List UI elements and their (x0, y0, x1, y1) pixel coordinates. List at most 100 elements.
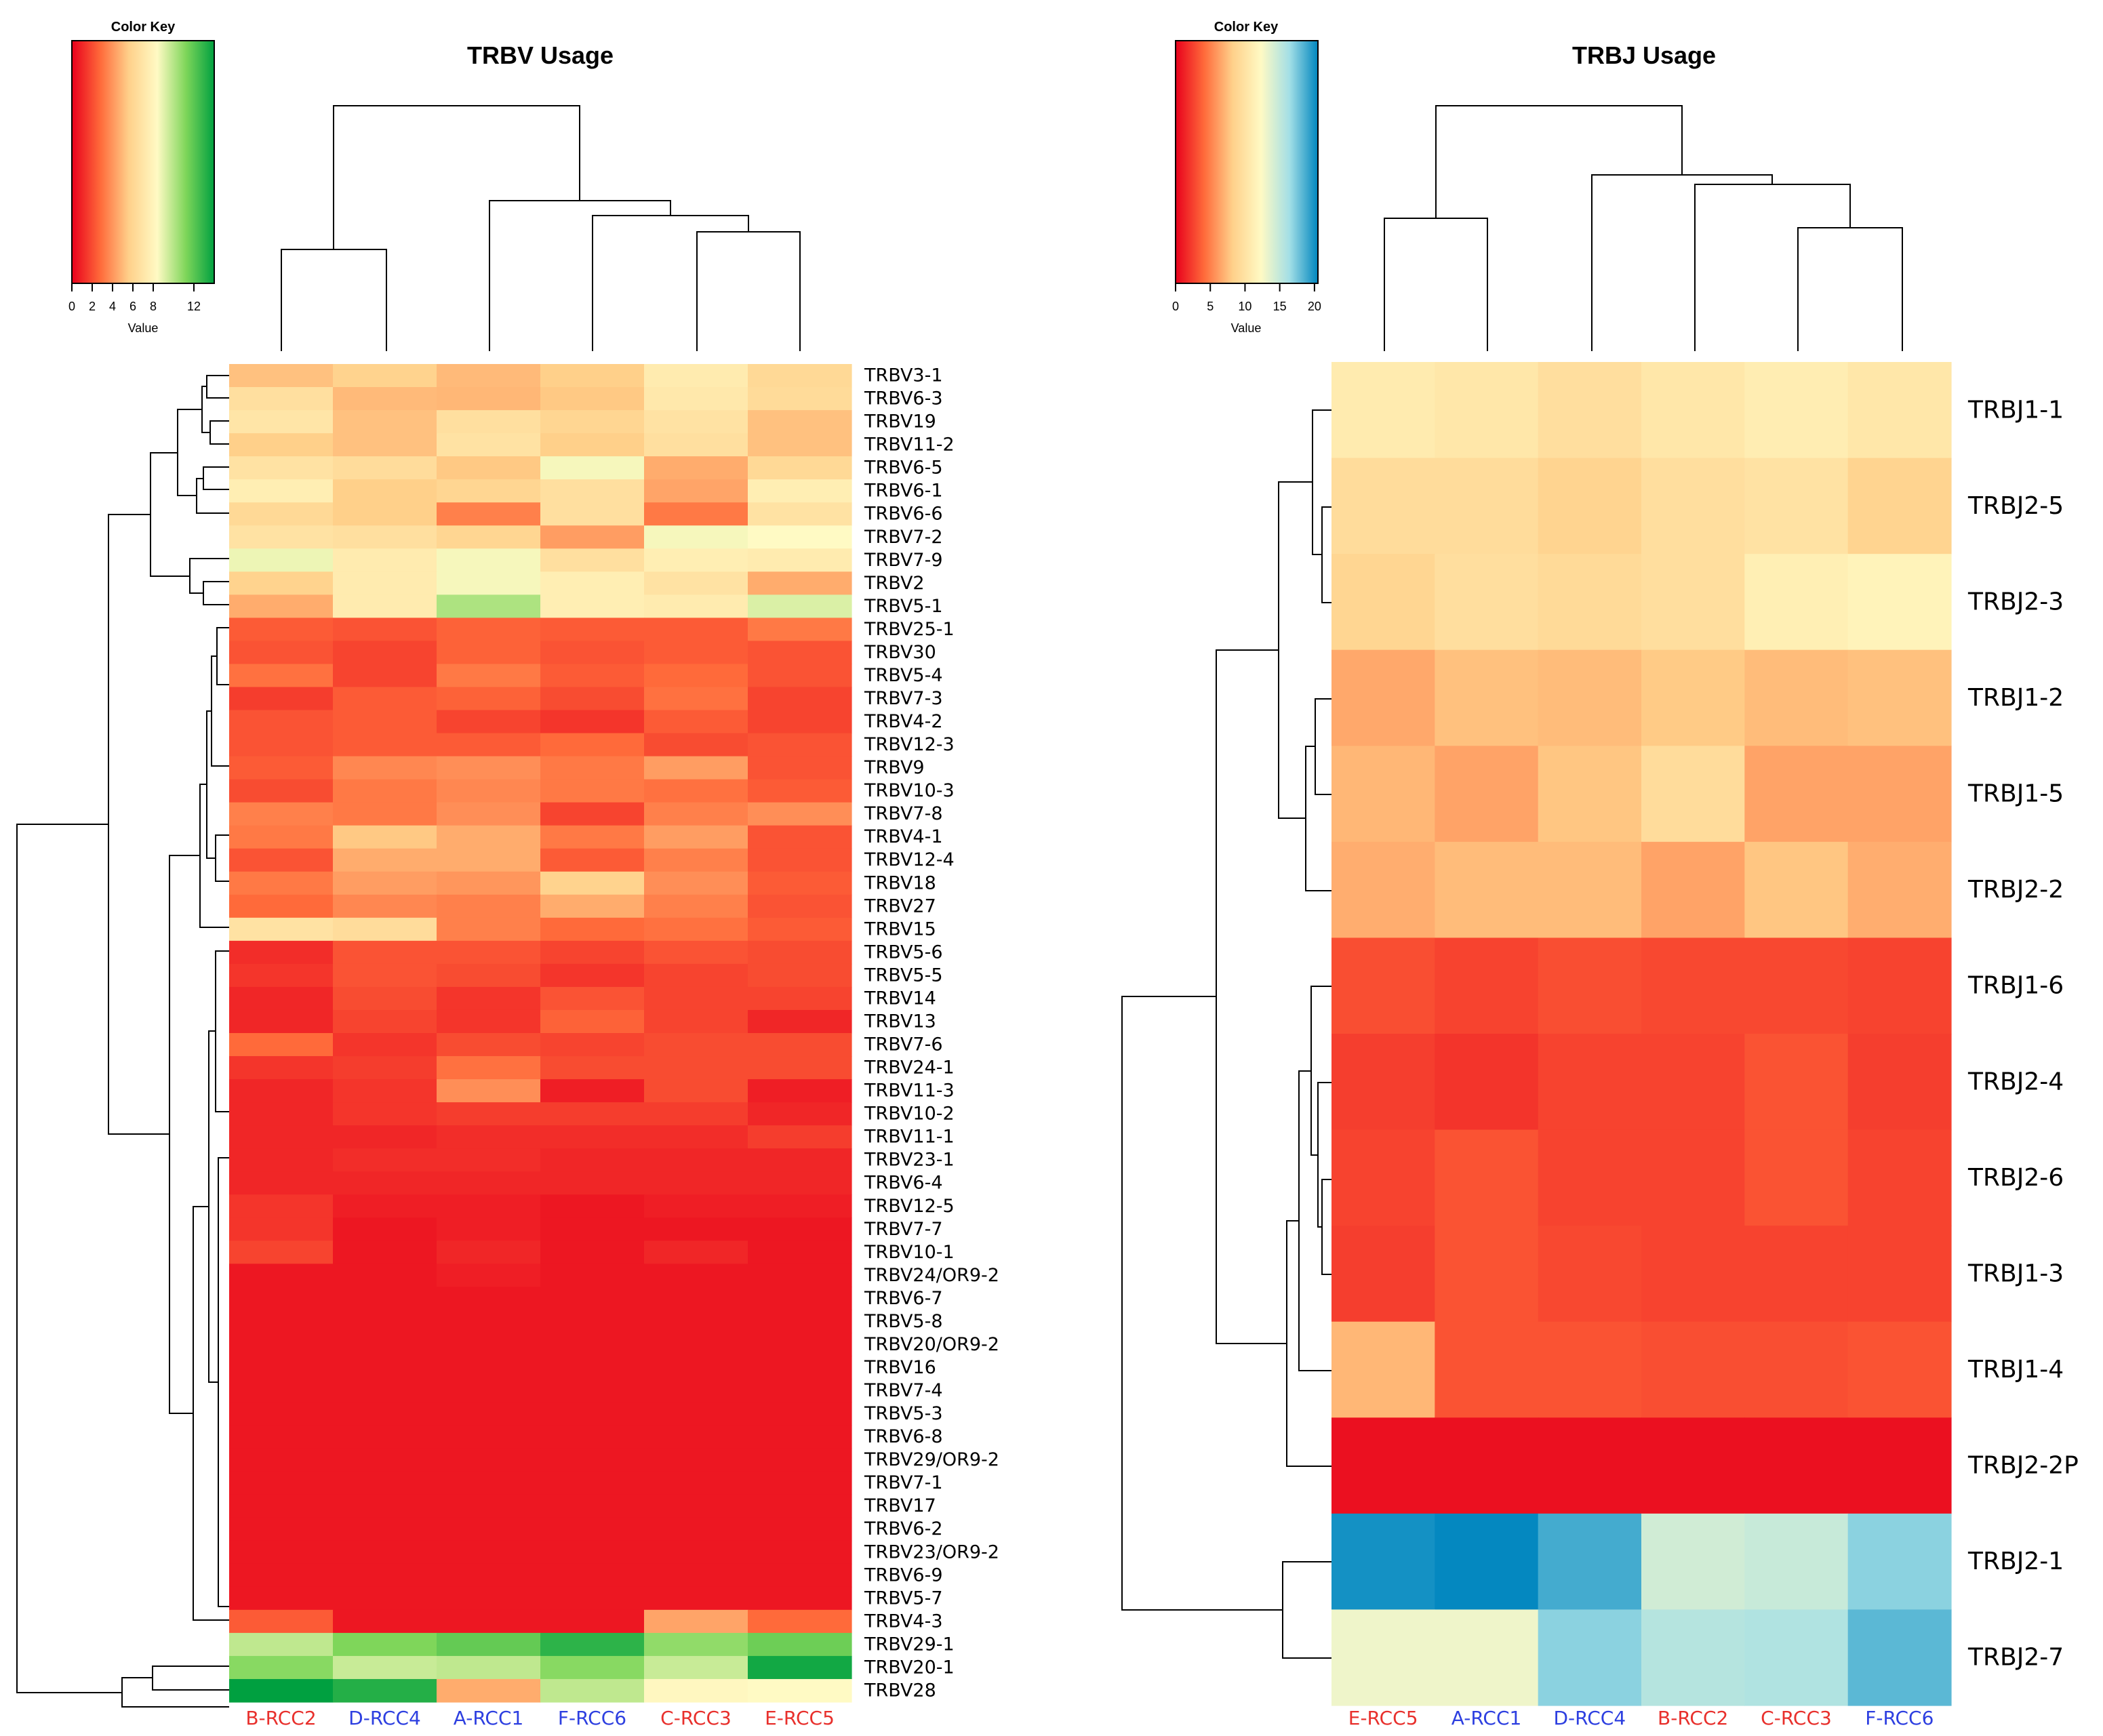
trbj-heatmap-cell (1331, 1513, 1435, 1611)
trbv-row-label: TRBV20/OR9-2 (864, 1334, 999, 1355)
trbv-heatmap-cell (644, 433, 748, 457)
trbv-heatmap-cell (229, 802, 334, 826)
trbv-heatmap-cell (540, 1402, 645, 1426)
trbj-heatmap-cell (1641, 1609, 1745, 1706)
trbj-row-label: TRBJ1-4 (1967, 1356, 2064, 1384)
trbj-key-tick-label: 5 (1207, 300, 1214, 313)
trbj-column-label: F-RCC6 (1865, 1707, 1934, 1729)
trbv-heatmap-cell (333, 871, 437, 895)
trbv-heatmap-cell (748, 1448, 852, 1472)
trbv-row-label: TRBV6-6 (864, 504, 943, 525)
trbv-heatmap-cell (540, 1264, 645, 1287)
trbv-heatmap-cell (333, 1678, 437, 1703)
trbj-heatmap-cell (1744, 1226, 1849, 1323)
trbv-heatmap-cell (437, 986, 541, 1011)
trbv-heatmap-cell (748, 848, 852, 872)
trbv-row-labels: TRBV3-1TRBV6-3TRBV19TRBV11-2TRBV6-5TRBV6… (864, 365, 999, 1701)
trbv-heatmap-cell (748, 733, 852, 757)
trbj-heatmap-cell (1847, 554, 1952, 651)
trbj-column-label: C-RCC3 (1761, 1707, 1832, 1729)
trbv-heatmap-cell (229, 1079, 334, 1103)
trbj-heatmap-cell (1641, 1321, 1745, 1418)
trbv-heatmap-cell (333, 1264, 437, 1287)
trbj-heatmap-cell (1641, 746, 1745, 843)
trbv-heatmap-cell (229, 1655, 334, 1680)
trbj-heatmap-cell (1538, 649, 1642, 746)
trbj-heatmap-cell (1847, 841, 1952, 939)
trbj-color-key-title: Color Key (1214, 20, 1279, 35)
trbv-heatmap-cell (229, 1033, 334, 1057)
trbv-heatmap-cell (229, 1009, 334, 1034)
trbv-heatmap-cell (229, 1333, 334, 1357)
trbv-heatmap-cell (437, 594, 541, 618)
trbv-heatmap-cell (437, 1125, 541, 1149)
trbv-heatmap-cell (644, 525, 748, 549)
trbv-heatmap-cell (333, 1287, 437, 1311)
trbj-heatmap-cell (1538, 554, 1642, 651)
trbv-heatmap-cell (748, 456, 852, 480)
trbj-color-key-bar (1175, 40, 1319, 284)
trbv-column-labels: B-RCC2 D-RCC4 A-RCC1 F-RCC6 C-RCC3 E-RCC5 (245, 1707, 835, 1729)
trbv-heatmap-cell (644, 364, 748, 388)
trbv-heatmap-cell (333, 594, 437, 618)
trbj-heatmap-cell (1435, 841, 1539, 939)
trbj-heatmap-cell (1847, 458, 1952, 554)
trbv-heatmap-cell (540, 1540, 645, 1565)
trbv-heatmap-cell (437, 1009, 541, 1034)
trbv-heatmap-cell (333, 1517, 437, 1541)
trbv-heatmap-cell (748, 1033, 852, 1057)
trbj-heatmap-cell (1641, 554, 1745, 651)
trbj-heatmap-cell (1331, 746, 1435, 843)
trbj-heatmap-cell (1331, 937, 1435, 1034)
trbj-column-label: E-RCC5 (1348, 1707, 1418, 1729)
trbv-heatmap-cell (437, 1678, 541, 1703)
trbv-row-label: TRBV11-1 (864, 1127, 955, 1148)
trbj-col-dendro-branch (1435, 105, 1683, 218)
trbv-heatmap-cell (229, 479, 334, 503)
trbv-heatmap-cell (540, 963, 645, 988)
trbj-row-label: TRBJ1-1 (1967, 396, 2064, 424)
trbv-row-label: TRBV5-6 (864, 942, 943, 963)
trbv-heatmap-cell (644, 1310, 748, 1334)
trbj-heatmap-cell (1538, 841, 1642, 939)
trbv-heatmap-cell (644, 1356, 748, 1380)
trbv-heatmap-cell (644, 1402, 748, 1426)
trbv-row-label: TRBV12-3 (864, 734, 955, 755)
trbv-row-label: TRBV27 (864, 895, 936, 916)
trbv-heatmap-cell (229, 641, 334, 665)
trbj-heatmap-cell (1435, 1513, 1539, 1611)
trbv-heatmap-cell (540, 1056, 645, 1080)
trbv-heatmap-cell (748, 571, 852, 595)
trbj-color-key-xlabel: Value (1231, 321, 1262, 335)
trbj-heatmap-cell (1331, 1226, 1435, 1323)
trbv-heatmap-cell (333, 1009, 437, 1034)
trbv-heatmap-cell (333, 1356, 437, 1380)
trbv-heatmap-cell (229, 1102, 334, 1126)
trbv-heatmap-cell (644, 779, 748, 803)
trbv-key-tick-label: 2 (89, 300, 96, 313)
trbv-key-tick-label: 6 (129, 300, 136, 313)
trbv-heatmap-cell (748, 1287, 852, 1311)
trbv-heatmap-cell (540, 571, 645, 595)
trbv-heatmap-cell (437, 479, 541, 503)
trbv-heatmap-cell (333, 1540, 437, 1565)
trbv-heatmap-cell (540, 848, 645, 872)
trbv-heatmap-cell (333, 825, 437, 849)
trbv-column-label: C-RCC3 (660, 1707, 732, 1729)
trbj-heatmap-cell (1847, 1609, 1952, 1706)
trbv-heatmap-cell (437, 548, 541, 572)
trbv-heatmap-cell (437, 1586, 541, 1611)
trbv-heatmap-cell (644, 1102, 748, 1126)
trbv-heatmap-cell (540, 410, 645, 434)
trbj-heatmap-cell (1331, 1417, 1435, 1514)
trbv-heatmap-cell (748, 641, 852, 665)
trbv-column-label: B-RCC2 (245, 1707, 316, 1729)
trbv-heatmap-cell (333, 1171, 437, 1195)
trbv-heatmap-cell (540, 594, 645, 618)
trbv-row-label: TRBV7-3 (864, 688, 943, 709)
trbv-heatmap-cell (229, 410, 334, 434)
trbj-heatmap-cell (1744, 1129, 1849, 1226)
trbv-heatmap-cell (540, 1217, 645, 1241)
trbj-column-dendrogram (1384, 105, 1903, 351)
trbv-key-tick-label: 0 (68, 300, 75, 313)
